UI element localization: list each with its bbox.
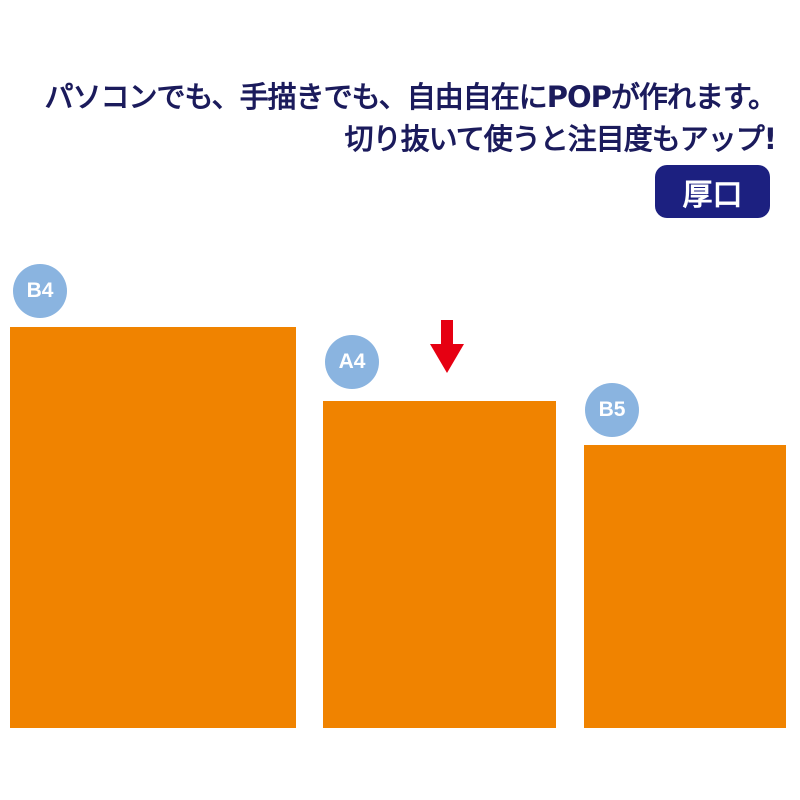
headline-line-2: 切り抜いて使うと注目度もアップ! — [344, 122, 777, 156]
thickness-badge: 厚口 — [655, 165, 770, 218]
size-label-b4: B4 — [13, 264, 67, 318]
arrow-down-icon — [430, 320, 464, 373]
headline-line-1: パソコンでも、手描きでも、自由自在にPOPが作れます。 — [44, 80, 777, 114]
size-label-a4: A4 — [325, 335, 379, 389]
sheet-b5 — [584, 445, 786, 728]
size-label-b5: B5 — [585, 383, 639, 437]
sheet-b4 — [10, 327, 296, 728]
sheet-a4 — [323, 401, 556, 728]
